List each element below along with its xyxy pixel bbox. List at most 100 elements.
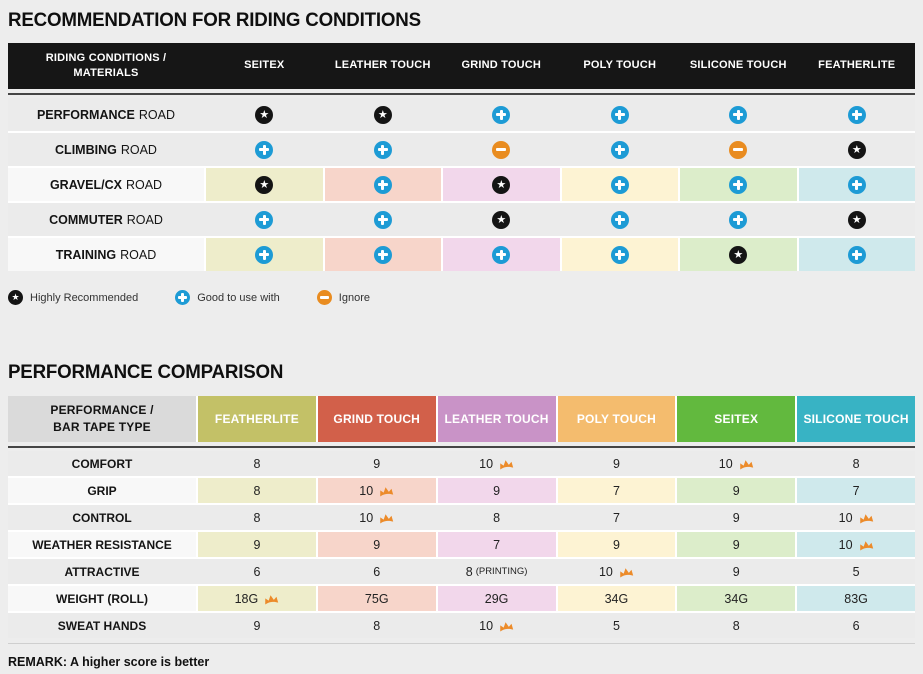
riding-conditions-table-body: PERFORMANCEROADCLIMBINGROADGRAVEL/CXROAD… xyxy=(8,98,915,271)
score-cell: 18G xyxy=(198,586,316,611)
good-to-use-icon xyxy=(729,175,748,194)
row-label-strong: TRAINING xyxy=(55,247,117,262)
rating-cell xyxy=(325,98,442,131)
score-cell: 9 xyxy=(677,532,796,557)
performance-comparison-title: PERFORMANCE COMPARISON xyxy=(8,361,284,383)
score-cell: 7 xyxy=(558,505,676,530)
good-to-use-icon xyxy=(373,175,392,194)
score-cell: 9 xyxy=(557,532,676,557)
rating-cell xyxy=(443,98,560,131)
column-header-featherlite: FEATHERLITE xyxy=(818,59,896,72)
score-value: 9 xyxy=(732,483,740,498)
rating-cell xyxy=(562,98,679,131)
row-label-strong: WEATHER RESISTANCE xyxy=(32,537,172,552)
header-label-line1: RIDING CONDITIONS / xyxy=(45,51,167,64)
rating-cell xyxy=(324,168,441,201)
score-cell: 8 xyxy=(318,613,436,638)
score-value: 5 xyxy=(612,618,620,633)
row-label-strong: GRIP xyxy=(87,483,117,498)
ignore-icon xyxy=(316,290,332,305)
crown-icon xyxy=(500,460,514,470)
score-cell: 10 xyxy=(558,559,676,584)
score-cell: 6 xyxy=(198,559,316,584)
row-label: CLIMBING ROAD xyxy=(8,133,204,166)
score-cell: 34G xyxy=(557,586,676,611)
ignore-icon xyxy=(729,140,748,159)
good-to-use-icon xyxy=(373,245,392,264)
performance-table-header: PERFORMANCE / BAR TAPE TYPE FEATHERLITE GRI… xyxy=(8,396,915,442)
rating-cell xyxy=(324,238,441,271)
score-cell: 6 xyxy=(318,559,436,584)
score-cell: 34G xyxy=(677,586,796,611)
row-label-strong: CLIMBING xyxy=(55,142,117,157)
rating-cell xyxy=(799,98,916,131)
performance-comparison-table: PERFORMANCE / BAR TAPE TYPE FEATHERLITE GRI… xyxy=(8,396,915,638)
printing-note: (PRINTING) xyxy=(475,566,528,577)
row-label: COMMUTER ROAD xyxy=(8,203,204,236)
score-value: 5 xyxy=(852,564,860,579)
riding-row-commuter: COMMUTER ROAD xyxy=(8,203,915,236)
score-value: 7 xyxy=(612,510,620,525)
row-label-strong: COMFORT xyxy=(71,456,133,471)
column-header-leather-touch: LEATHER TOUCH xyxy=(437,396,556,442)
riding-conditions-table-header: RIDING CONDITIONS / MATERIALS SEITEX LEATHE… xyxy=(8,43,915,89)
crown-icon xyxy=(380,514,394,524)
column-header-poly-touch: POLY TOUCH xyxy=(557,396,676,442)
column-header-grind-touch: GRIND TOUCH xyxy=(461,59,542,72)
score-cell: 7 xyxy=(557,478,676,503)
good-to-use-icon xyxy=(729,105,748,124)
riding-row-training: TRAINING ROAD xyxy=(8,238,915,271)
performance-row-weight-roll: WEIGHT (ROLL) 18G 75G 29G 34G 34G 83G xyxy=(8,586,915,611)
good-to-use-icon xyxy=(255,245,274,264)
column-header-seitex: SEITEX xyxy=(677,396,796,442)
performance-row-weather-resistance: WEATHER RESISTANCE 9 9 7 9 9 10 xyxy=(8,532,915,557)
rating-cell xyxy=(325,203,442,236)
rating-cell xyxy=(206,203,323,236)
table-bottom-divider xyxy=(8,643,915,644)
rating-cell xyxy=(206,168,323,201)
row-label: WEATHER RESISTANCE xyxy=(8,532,196,557)
legend-label: Highly Recommended xyxy=(30,291,139,304)
row-label: SWEAT HANDS xyxy=(8,613,196,638)
score-value: 8 xyxy=(253,483,261,498)
rating-cell xyxy=(799,203,916,236)
score-cell: 9 xyxy=(437,478,556,503)
row-label-rest: ROAD xyxy=(126,212,163,227)
score-value: 83G xyxy=(844,591,868,606)
score-value: 10 xyxy=(598,564,613,579)
score-value: 9 xyxy=(493,483,501,498)
score-value: 9 xyxy=(253,537,261,552)
crown-icon xyxy=(500,622,514,632)
header-label-line2: BAR TAPE TYPE xyxy=(53,420,151,434)
score-cell: 10 xyxy=(317,478,436,503)
rating-cell xyxy=(680,203,797,236)
score-cell: 5 xyxy=(558,613,676,638)
good-to-use-icon xyxy=(610,140,629,159)
good-to-use-icon xyxy=(610,245,629,264)
remark-text: REMARK: A higher score is better xyxy=(8,655,210,669)
column-header-grind-touch: GRIND TOUCH xyxy=(317,396,436,442)
column-header-silicone-touch: SILICONE TOUCH xyxy=(689,59,787,72)
score-value: 29G xyxy=(484,591,509,606)
good-to-use-icon xyxy=(373,210,392,229)
score-value: 10 xyxy=(838,510,853,525)
row-label-rest: ROAD xyxy=(125,177,163,192)
score-value: 7 xyxy=(852,483,860,498)
riding-conditions-table: RIDING CONDITIONS / MATERIALS SEITEX LEATHE… xyxy=(8,43,915,271)
score-value: 9 xyxy=(253,618,261,633)
score-value: 7 xyxy=(612,483,620,498)
score-value: 9 xyxy=(612,537,620,552)
rating-legend: Highly Recommended Good to use with Ignore xyxy=(8,290,915,305)
rating-cell xyxy=(443,203,560,236)
good-to-use-icon xyxy=(610,175,629,194)
score-cell: 9 xyxy=(318,451,436,476)
header-label-line1: PERFORMANCE / xyxy=(50,403,154,418)
rating-cell xyxy=(680,238,797,271)
score-cell: 8 (PRINTING) xyxy=(438,559,556,584)
row-label-strong: ATTRACTIVE xyxy=(64,564,140,579)
row-label: GRAVEL/CX ROAD xyxy=(8,168,204,201)
rating-cell xyxy=(680,133,797,166)
highly-recommended-icon xyxy=(492,175,511,194)
rating-cell xyxy=(206,238,323,271)
